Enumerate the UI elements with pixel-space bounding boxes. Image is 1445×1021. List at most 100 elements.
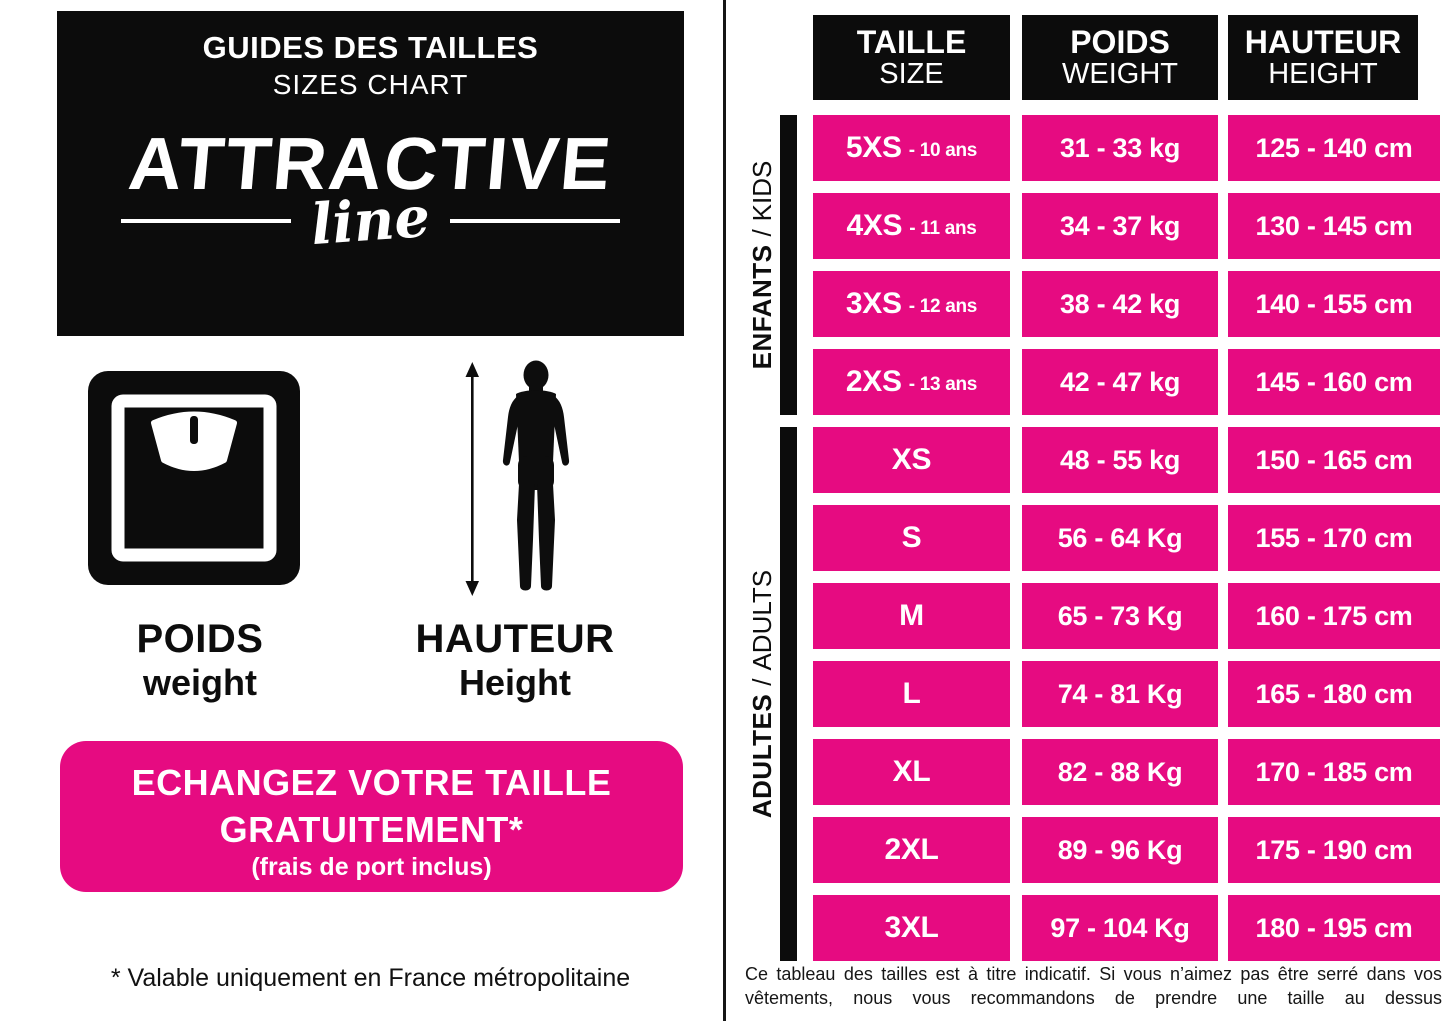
weight-cell: 48 - 55 kg — [1022, 427, 1218, 493]
cta-line2: GRATUITEMENT* — [219, 809, 524, 850]
height-cell: 150 - 165 cm — [1228, 427, 1440, 493]
height-cell: 160 - 175 cm — [1228, 583, 1440, 649]
weight-legend: POIDS weight — [50, 616, 350, 703]
table-row: 4XS - 11 ans 34 - 37 kg 130 - 145 cm — [813, 193, 1440, 259]
table-row: 3XL 97 - 104 Kg 180 - 195 cm — [813, 895, 1440, 961]
size-cell: S — [813, 505, 1010, 571]
group-label-kids: ENFANTS / KIDS — [747, 115, 777, 415]
free-exchange-banner: ECHANGEZ VOTRE TAILLE GRATUITEMENT* (fra… — [60, 741, 683, 892]
height-cell: 125 - 140 cm — [1228, 115, 1440, 181]
height-cell: 140 - 155 cm — [1228, 271, 1440, 337]
table-row: 2XL 89 - 96 Kg 175 - 190 cm — [813, 817, 1440, 883]
size-value: S — [901, 521, 922, 554]
guide-title-fr: GUIDES DES TAILLES — [202, 30, 539, 65]
table-row: XS 48 - 55 kg 150 - 165 cm — [813, 427, 1440, 493]
weight-cell: 82 - 88 Kg — [1022, 739, 1218, 805]
size-advice-footnote: Ce tableau des tailles est à titre indic… — [745, 964, 1442, 1009]
height-cell: 180 - 195 cm — [1228, 895, 1440, 961]
column-header-size: TAILLE SIZE — [813, 15, 1010, 100]
weight-cell: 31 - 33 kg — [1022, 115, 1218, 181]
weight-cell: 38 - 42 kg — [1022, 271, 1218, 337]
size-value: 2XL — [884, 833, 939, 866]
size-cell: XL — [813, 739, 1010, 805]
kids-label-separator: / — [746, 229, 777, 237]
logo-rule-right — [449, 219, 620, 223]
size-cell: 2XL — [813, 817, 1010, 883]
size-cell: L — [813, 661, 1010, 727]
size-value: 3XS — [845, 287, 902, 320]
height-label-en: Height — [459, 662, 571, 703]
size-value: 4XS — [846, 209, 903, 242]
height-cell: 165 - 180 cm — [1228, 661, 1440, 727]
size-cell: 3XL — [813, 895, 1010, 961]
adults-label-fr: ADULTES — [746, 693, 777, 819]
kids-label-fr: ENFANTS — [746, 244, 777, 370]
table-row: M 65 - 73 Kg 160 - 175 cm — [813, 583, 1440, 649]
height-legend: HAUTEUR Height — [385, 616, 645, 703]
table-rows: 5XS - 10 ans 31 - 33 kg 125 - 140 cm 4XS - 11… — [813, 115, 1440, 973]
guide-title-en: SIZES CHART — [272, 69, 469, 100]
size-value: XL — [892, 755, 931, 788]
weight-label-en: weight — [143, 662, 257, 703]
header-height-fr: HAUTEUR — [1244, 23, 1402, 60]
age-value: - 12 ans — [908, 295, 978, 317]
height-cell: 145 - 160 cm — [1228, 349, 1440, 415]
size-value: M — [899, 599, 924, 632]
size-value: 2XS — [845, 365, 902, 398]
table-row: L 74 - 81 Kg 165 - 180 cm — [813, 661, 1440, 727]
size-cell: 3XS - 12 ans — [813, 271, 1010, 337]
column-header-weight: POIDS WEIGHT — [1022, 15, 1218, 100]
table-row: 2XS - 13 ans 42 - 47 kg 145 - 160 cm — [813, 349, 1440, 415]
age-value: - 10 ans — [908, 139, 978, 161]
size-value: 3XL — [884, 911, 939, 944]
group-label-adults: ADULTES / ADULTS — [747, 544, 777, 844]
age-value: - 11 ans — [909, 217, 977, 239]
size-cell: M — [813, 583, 1010, 649]
brand-logo-script-row: line — [57, 184, 684, 258]
adults-group-bar — [780, 427, 797, 961]
header-height-en: HEIGHT — [1268, 58, 1378, 91]
size-value: 5XS — [845, 131, 902, 164]
adults-label-en: ADULTS — [746, 569, 777, 671]
weight-cell: 34 - 37 kg — [1022, 193, 1218, 259]
height-label-fr: HAUTEUR — [415, 617, 615, 661]
size-cell: 2XS - 13 ans — [813, 349, 1010, 415]
size-cell: XS — [813, 427, 1010, 493]
brand-logo-script: line — [308, 183, 433, 259]
height-cell: 155 - 170 cm — [1228, 505, 1440, 571]
weight-cell: 97 - 104 Kg — [1022, 895, 1218, 961]
table-row: XL 82 - 88 Kg 170 - 185 cm — [813, 739, 1440, 805]
france-only-footnote: * Valable uniquement en France métropoli… — [110, 964, 631, 992]
weight-cell: 65 - 73 Kg — [1022, 583, 1218, 649]
adults-label-separator: / — [746, 678, 777, 686]
cta-line1: ECHANGEZ VOTRE TAILLE — [131, 762, 612, 803]
weight-cell: 89 - 96 Kg — [1022, 817, 1218, 883]
weight-cell: 56 - 64 Kg — [1022, 505, 1218, 571]
weight-cell: 42 - 47 kg — [1022, 349, 1218, 415]
kids-group-bar — [780, 115, 797, 415]
height-cell: 130 - 145 cm — [1228, 193, 1440, 259]
age-value: - 13 ans — [908, 373, 978, 395]
size-cell: 5XS - 10 ans — [813, 115, 1010, 181]
center-divider-line — [723, 0, 726, 1021]
header-weight-en: WEIGHT — [1062, 58, 1178, 91]
size-value: L — [902, 677, 921, 710]
bathroom-scale-icon — [88, 371, 300, 585]
cta-line3: (frais de port inclus) — [251, 853, 492, 881]
size-value: XS — [891, 443, 932, 476]
weight-label-fr: POIDS — [136, 617, 264, 661]
table-row: 5XS - 10 ans 31 - 33 kg 125 - 140 cm — [813, 115, 1440, 181]
header-weight-fr: POIDS — [1070, 23, 1170, 60]
height-cell: 175 - 190 cm — [1228, 817, 1440, 883]
person-height-arrow-icon — [465, 360, 570, 596]
header-size-en: SIZE — [879, 58, 944, 91]
kids-label-en: KIDS — [746, 160, 777, 222]
weight-cell: 74 - 81 Kg — [1022, 661, 1218, 727]
size-cell: 4XS - 11 ans — [813, 193, 1010, 259]
logo-rule-left — [121, 219, 292, 223]
header-size-fr: TAILLE — [856, 23, 967, 60]
brand-header-box: GUIDES DES TAILLES SIZES CHART ATTRACTIV… — [57, 11, 684, 336]
table-row: S 56 - 64 Kg 155 - 170 cm — [813, 505, 1440, 571]
column-header-height: HAUTEUR HEIGHT — [1228, 15, 1418, 100]
